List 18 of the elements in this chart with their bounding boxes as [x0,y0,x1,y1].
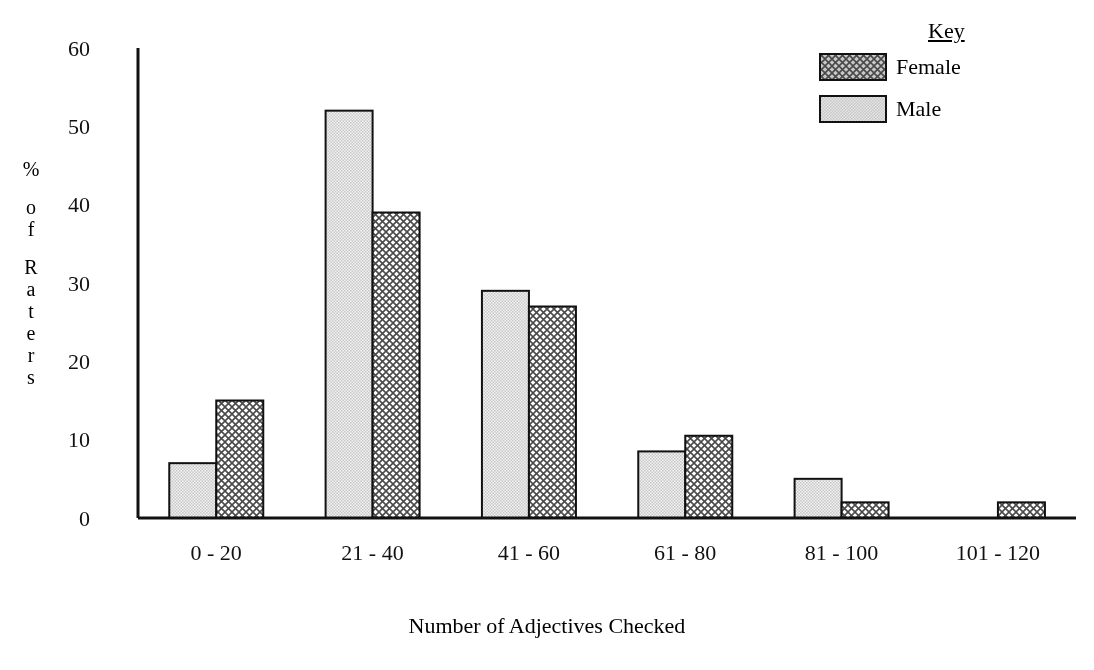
x-tick-label: 41 - 60 [497,539,560,565]
legend-label: Male [896,96,942,122]
legend-label: Female [896,54,961,80]
x-tick-label: 81 - 100 [804,539,879,565]
y-tick-label: 0 [79,505,90,531]
y-tick-label: 50 [68,114,90,140]
text: % of Raters [22,158,40,388]
y-tick-label: 10 [68,427,90,453]
x-tick-label: 21 - 40 [341,539,404,565]
x-tick-label: 61 - 80 [654,539,717,565]
x-tick-label: 101 - 120 [955,539,1040,565]
x-tick-label: 0 - 20 [190,539,242,565]
y-tick-label: 30 [68,270,90,296]
legend-title: Key [928,18,965,44]
y-tick-label: 20 [68,349,90,375]
y-tick-label: 40 [68,192,90,218]
y-tick-label: 60 [68,35,90,61]
x-axis-title: Number of Adjectives Checked [407,613,687,639]
